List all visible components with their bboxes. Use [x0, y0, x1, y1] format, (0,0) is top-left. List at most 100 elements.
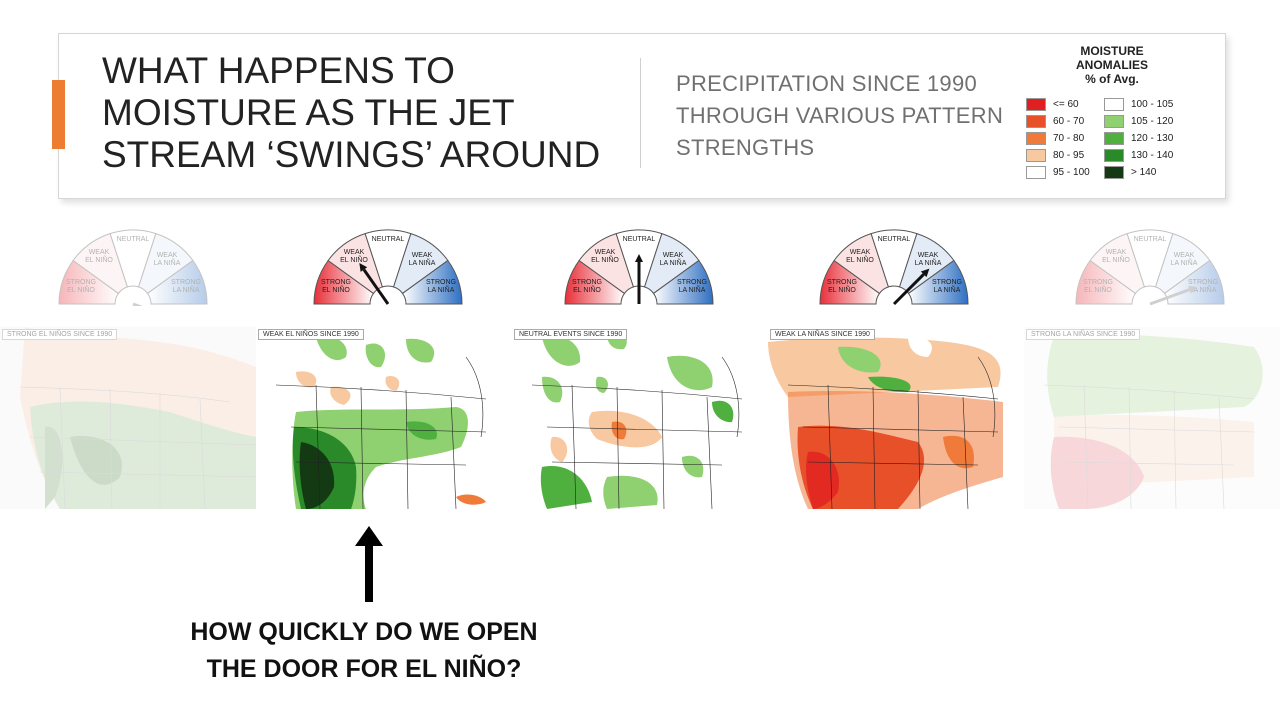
gauge-label-neutral: NEUTRAL — [623, 236, 656, 243]
legend-swatch — [1104, 114, 1124, 128]
gauge-label-strong-el-nino: STRONG — [1083, 279, 1113, 286]
legend-item: 105 - 120 — [1104, 113, 1173, 129]
legend-item: 70 - 80 — [1026, 130, 1084, 146]
map-image — [0, 327, 256, 509]
gauge-needle — [892, 273, 925, 306]
legend-item: 120 - 130 — [1104, 130, 1173, 146]
gauge-label-strong-la-nina: STRONG — [426, 279, 456, 286]
question-line-1: HOW QUICKLY DO WE OPEN — [190, 618, 538, 646]
header-divider — [640, 58, 641, 168]
slide-title: WHAT HAPPENS TO MOISTURE AS THE JET STRE… — [102, 50, 601, 175]
gauge-label-strong-el-nino: EL NIÑO — [67, 285, 95, 294]
gauge-label-weak-la-nina: WEAK — [918, 252, 939, 259]
legend-label: 80 - 95 — [1053, 149, 1085, 161]
map-weak-la-nina: WEAK LA NIÑAS SINCE 1990 — [768, 327, 1024, 509]
legend-label: 95 - 100 — [1053, 166, 1090, 178]
legend-item: 130 - 140 — [1104, 147, 1173, 163]
gauge-label-weak-el-nino: WEAK — [595, 249, 616, 256]
gauge-label-weak-la-nina: LA NIÑA — [660, 258, 687, 267]
gauge-label-strong-la-nina: STRONG — [1188, 279, 1218, 286]
gauge-label-neutral: NEUTRAL — [1134, 236, 1167, 243]
gauge-label-strong-la-nina: STRONG — [171, 279, 201, 286]
map-strip: STRONG EL NIÑOS SINCE 1990 WEAK EL NIÑOS… — [0, 327, 1280, 509]
legend-label: 60 - 70 — [1053, 115, 1085, 127]
gauge-label-strong-la-nina: LA NIÑA — [679, 285, 706, 294]
legend-label: 130 - 140 — [1131, 149, 1174, 161]
legend-title: MOISTURE ANOMALIES — [1076, 44, 1148, 72]
gauge-label-strong-el-nino: EL NIÑO — [1084, 285, 1112, 294]
legend-swatch — [1104, 131, 1124, 145]
legend-item: > 140 — [1104, 164, 1156, 180]
legend-swatch — [1026, 114, 1046, 128]
enso-gauge: NEUTRAL WEAK EL NIÑO WEAK LA NIÑA STRONG EL NI… — [818, 228, 970, 306]
gauge-label-strong-el-nino: EL NIÑO — [828, 285, 856, 294]
gauge-label-weak-el-nino: EL NIÑO — [340, 255, 368, 264]
map-label: STRONG EL NIÑOS SINCE 1990 — [2, 329, 118, 340]
legend-swatch — [1104, 165, 1124, 179]
gauge-label-weak-el-nino: EL NIÑO — [85, 255, 113, 264]
gauge-label-weak-el-nino: WEAK — [850, 249, 871, 256]
gauge-label-weak-la-nina: LA NIÑA — [154, 258, 181, 267]
enso-gauge: NEUTRAL WEAK EL NIÑO WEAK LA NIÑA STRONG EL NI… — [312, 228, 464, 306]
gauge-label-neutral: NEUTRAL — [372, 236, 405, 243]
enso-gauge: NEUTRAL WEAK EL NIÑO WEAK LA NIÑA STRONG EL NI… — [563, 228, 715, 306]
gauge-label-weak-la-nina: WEAK — [412, 252, 433, 259]
gauge-label-strong-la-nina: LA NIÑA — [934, 285, 961, 294]
gauge-needle-head — [920, 268, 930, 278]
gauge-label-strong-la-nina: STRONG — [932, 279, 962, 286]
legend-label: > 140 — [1131, 166, 1157, 178]
accent-bar — [52, 80, 65, 149]
map-image — [512, 327, 768, 509]
gauge-label-strong-el-nino: STRONG — [66, 279, 96, 286]
gauge-label-neutral: NEUTRAL — [117, 236, 150, 243]
enso-gauge: NEUTRAL WEAK EL NIÑO WEAK LA NIÑA STRONG EL NI… — [1074, 228, 1226, 306]
legend-swatch — [1026, 131, 1046, 145]
gauge-needle-head — [1188, 285, 1197, 294]
gauge-label-weak-la-nina: LA NIÑA — [915, 258, 942, 267]
legend-item: 95 - 100 — [1026, 164, 1090, 180]
question-text: HOW QUICKLY DO WE OPEN THE DOOR FOR EL N… — [150, 614, 578, 688]
gauge-label-weak-el-nino: EL NIÑO — [1102, 255, 1130, 264]
legend-item: 100 - 105 — [1104, 96, 1173, 112]
legend-swatch — [1104, 97, 1124, 111]
question-line-2: THE DOOR FOR EL NIÑO? — [206, 655, 522, 683]
gauge-needle-head — [635, 254, 643, 262]
map-neutral: NEUTRAL EVENTS SINCE 1990 — [512, 327, 768, 509]
gauge-label-weak-la-nina: LA NIÑA — [409, 258, 436, 267]
map-label: STRONG LA NIÑAS SINCE 1990 — [1026, 329, 1141, 340]
gauge-needle — [362, 268, 390, 305]
gauge-label-strong-la-nina: LA NIÑA — [1190, 285, 1217, 294]
legend-label: 70 - 80 — [1053, 132, 1085, 144]
gauge-label-strong-el-nino: EL NIÑO — [322, 285, 350, 294]
legend-label: 100 - 105 — [1131, 98, 1174, 110]
legend-item: <= 60 — [1026, 96, 1079, 112]
gauge-label-weak-la-nina: WEAK — [157, 252, 178, 259]
gauge-label-weak-el-nino: EL NIÑO — [591, 255, 619, 264]
gauge-label-strong-la-nina: LA NIÑA — [173, 285, 200, 294]
map-label: WEAK EL NIÑOS SINCE 1990 — [258, 329, 364, 340]
gauge-label-strong-el-nino: STRONG — [572, 279, 602, 286]
gauge-label-weak-la-nina: WEAK — [663, 252, 684, 259]
gauge-label-strong-la-nina: STRONG — [677, 279, 707, 286]
map-label: WEAK LA NIÑAS SINCE 1990 — [770, 329, 875, 340]
map-strong-el-nino: STRONG EL NIÑOS SINCE 1990 — [0, 327, 256, 509]
gauge-needle-head — [359, 263, 368, 272]
gauge-label-strong-el-nino: STRONG — [827, 279, 857, 286]
map-label: NEUTRAL EVENTS SINCE 1990 — [514, 329, 628, 340]
legend-label: <= 60 — [1053, 98, 1079, 110]
moisture-legend: MOISTURE ANOMALIES % of Avg. <= 60 60 - 7… — [1022, 44, 1202, 179]
arrow-up-icon — [355, 526, 383, 602]
legend-subtitle: % of Avg. — [1085, 72, 1139, 86]
map-strong-la-nina: STRONG LA NIÑAS SINCE 1990 — [1024, 327, 1280, 509]
enso-gauge: NEUTRAL WEAK EL NIÑO WEAK LA NIÑA STRONG EL NI… — [57, 228, 209, 323]
map-weak-el-nino: WEAK EL NIÑOS SINCE 1990 — [256, 327, 512, 509]
gauge-label-weak-la-nina: LA NIÑA — [1171, 258, 1198, 267]
gauge-label-strong-el-nino: STRONG — [321, 279, 351, 286]
gauge-label-strong-la-nina: LA NIÑA — [428, 285, 455, 294]
legend-swatch — [1026, 148, 1046, 162]
legend-swatch — [1026, 165, 1046, 179]
legend-swatch — [1104, 148, 1124, 162]
gauge-label-weak-el-nino: WEAK — [89, 249, 110, 256]
slide-subtitle: PRECIPITATION SINCE 1990 THROUGH VARIOUS… — [676, 71, 1004, 160]
gauge-label-weak-la-nina: WEAK — [1174, 252, 1195, 259]
